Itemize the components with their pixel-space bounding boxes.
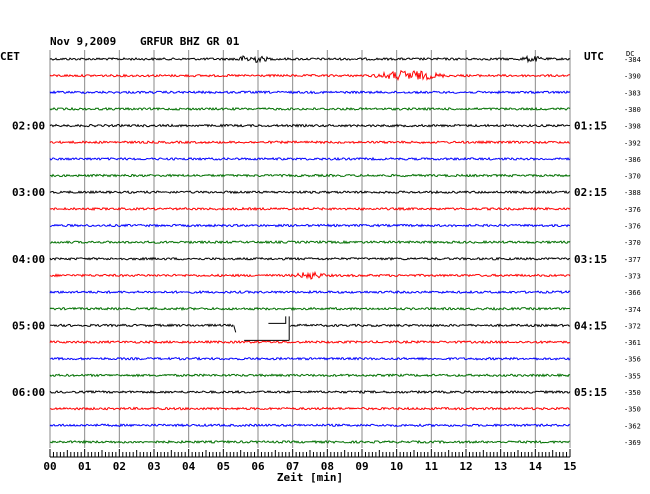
x-tick-label: 02	[113, 460, 126, 473]
trace-row-4	[49, 123, 571, 128]
dc-offset-label: -370	[624, 173, 641, 181]
dc-offset-label: -373	[624, 272, 641, 280]
trace-row-15	[49, 306, 571, 311]
x-tick-label: 13	[494, 460, 507, 473]
x-tick-label: 05	[217, 460, 230, 473]
dc-offset-label: -380	[624, 106, 641, 114]
x-tick-label: 10	[390, 460, 403, 473]
dc-offset-label: -374	[624, 306, 641, 314]
dc-offset-labels: -384 -390 -383 -380 -398 -392 -386 -370 -388 -376…	[624, 56, 641, 447]
trace-row-8	[49, 190, 571, 195]
right-time-label: 03:15	[574, 253, 607, 266]
dc-offset-label: -366	[624, 289, 641, 297]
dc-offset-label: -377	[624, 256, 641, 264]
gap-marker	[233, 316, 290, 341]
dc-offset-label: -350	[624, 406, 641, 414]
dc-offset-label: -388	[624, 189, 641, 197]
trace-row-22	[49, 423, 571, 428]
dc-offset-label: -386	[624, 156, 641, 164]
left-timezone-label: CET	[0, 50, 20, 63]
header-date: Nov 9,2009	[50, 35, 116, 48]
trace-row-1	[49, 69, 571, 82]
trace-row-2	[49, 90, 571, 95]
right-time-label: 04:15	[574, 319, 607, 332]
trace-row-5	[49, 140, 571, 145]
trace-row-10	[50, 223, 571, 228]
left-time-label: 03:00	[12, 186, 45, 199]
x-tick-label: 07	[286, 460, 299, 473]
trace-row-13	[49, 270, 571, 280]
right-time-label: 02:15	[574, 186, 607, 199]
left-time-label: 05:00	[12, 319, 45, 332]
dc-offset-label: -372	[624, 322, 641, 330]
x-tick-label: 03	[147, 460, 160, 473]
x-tick-label: 15	[563, 460, 576, 473]
dc-offset-label: -350	[624, 389, 641, 397]
right-timezone-label: UTC	[584, 50, 604, 63]
dc-offset-label: -376	[624, 206, 641, 214]
right-time-label: 05:15	[574, 386, 607, 399]
plot-grid	[49, 50, 571, 448]
x-tick-label: 09	[355, 460, 368, 473]
dc-label: DC	[626, 50, 634, 58]
dc-offset-label: -355	[624, 372, 641, 380]
dc-offset-label: -398	[624, 123, 641, 131]
dc-offset-label: -390	[624, 73, 641, 81]
x-tick-label: 06	[251, 460, 265, 473]
trace-row-7	[49, 173, 571, 178]
trace-row-11	[49, 240, 571, 245]
trace-row-19	[49, 373, 571, 378]
trace-row-20	[49, 389, 571, 395]
trace-row-14	[49, 289, 571, 295]
dc-offset-label: -384	[624, 56, 641, 64]
x-axis: 00 01 02 03 04 05 06 07 08 09 10 11 12 13 14 15	[43, 449, 577, 473]
dc-offset-label: -362	[624, 422, 641, 430]
x-tick-label: 11	[425, 460, 439, 473]
trace-row-17	[49, 339, 571, 345]
x-tick-label: 12	[459, 460, 472, 473]
x-axis-title: Zeit [min]	[277, 471, 343, 484]
x-tick-label: 01	[78, 460, 92, 473]
left-time-label: 02:00	[12, 120, 45, 133]
left-time-label: 04:00	[12, 253, 45, 266]
x-tick-label: 14	[529, 460, 543, 473]
trace-row-6	[49, 156, 571, 161]
dc-offset-label: -383	[624, 89, 641, 97]
trace-row-0	[49, 54, 571, 64]
header-station: GRFUR BHZ GR 01	[140, 35, 240, 48]
x-tick-label: 08	[321, 460, 334, 473]
dc-offset-label: -369	[624, 439, 641, 447]
trace-row-16	[49, 323, 571, 328]
dc-offset-label: -392	[624, 139, 641, 147]
trace-rows	[49, 54, 571, 445]
x-tick-label: 04	[182, 460, 196, 473]
trace-row-18	[49, 356, 571, 361]
dc-offset-label: -361	[624, 339, 641, 347]
left-time-label: 06:00	[12, 386, 45, 399]
trace-row-21	[49, 406, 571, 411]
right-time-label: 01:15	[574, 120, 607, 133]
trace-row-23	[49, 439, 571, 445]
trace-row-9	[49, 206, 571, 212]
dc-offset-label: -356	[624, 356, 641, 364]
trace-row-12	[49, 256, 571, 261]
x-tick-label: 00	[43, 460, 56, 473]
left-time-labels: 02:00 03:00 04:00 05:00 06:00	[12, 120, 45, 399]
dc-offset-label: -370	[624, 239, 641, 247]
right-time-labels: 01:15 02:15 03:15 04:15 05:15	[574, 120, 607, 399]
dc-offset-label: -376	[624, 223, 641, 231]
trace-row-3	[49, 106, 571, 111]
